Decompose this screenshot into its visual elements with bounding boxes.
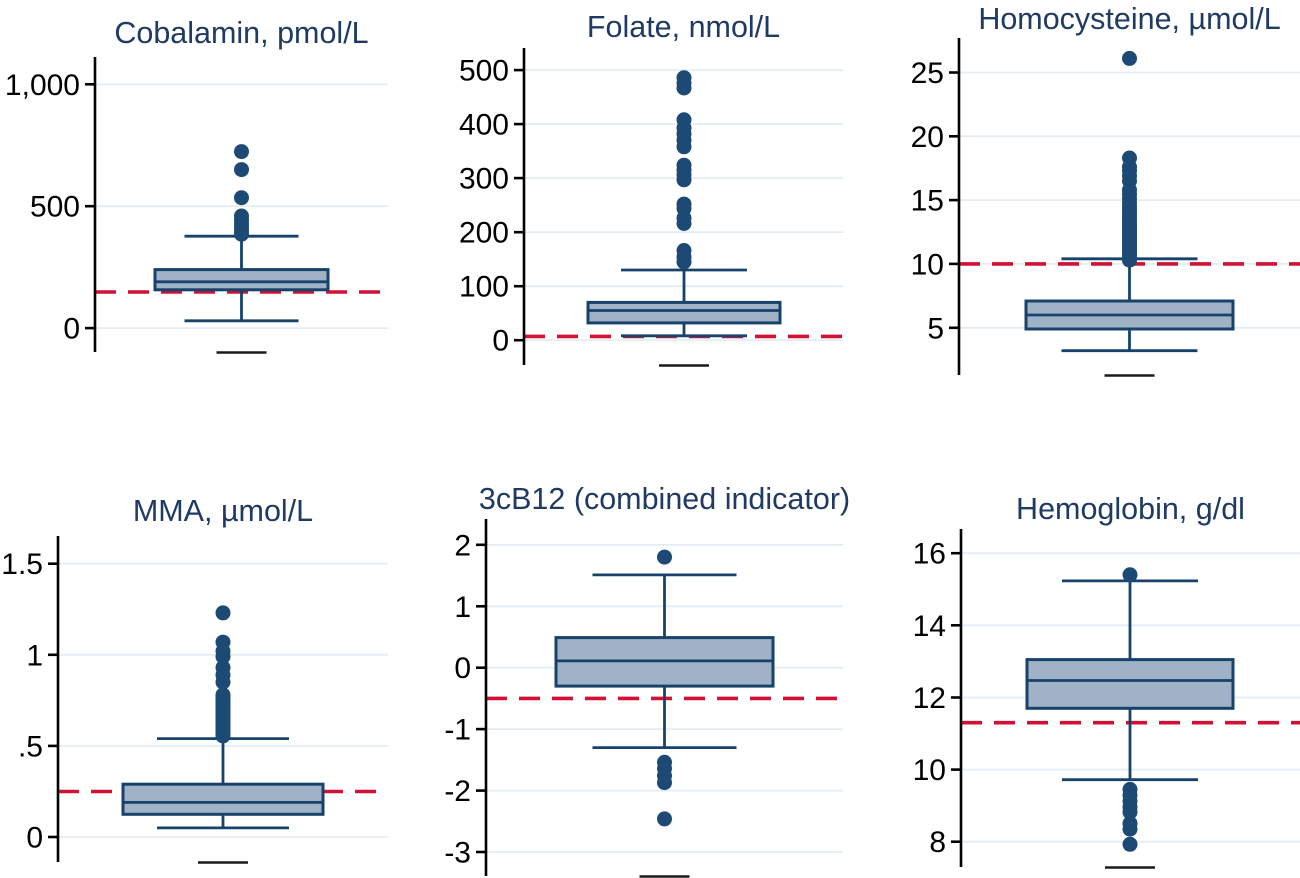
outlier-dot — [657, 549, 672, 565]
outlier-dot — [234, 162, 249, 178]
tick-label: 20 — [911, 121, 944, 154]
tick-label: 2 — [454, 529, 471, 562]
whiskers — [621, 268, 747, 338]
outlier-dots — [657, 549, 672, 827]
tick-label: 25 — [911, 57, 944, 90]
outlier-dot — [676, 70, 692, 86]
tick-label: 5 — [927, 312, 944, 345]
gridlines — [487, 543, 843, 853]
outlier-dot — [215, 687, 231, 703]
panel-3cb12: -3 -2 -1 0 1 2 3cB12 (combined indicator) — [433, 439, 867, 878]
boxplot-svg-hemoglobin: 8 10 12 14 16 Hemoglobin, g/dl — [913, 492, 1300, 869]
outlier-dot — [1122, 821, 1138, 837]
tick-label: 10 — [913, 754, 946, 787]
tick-label: 0 — [492, 325, 509, 358]
panel-homocysteine: 5 10 15 20 25 Homocysteine, µmol/L — [866, 0, 1300, 439]
tick-label: 0 — [26, 822, 43, 855]
outlier-dot — [1122, 567, 1138, 583]
whiskers — [1062, 579, 1198, 782]
outlier-dots — [234, 144, 249, 242]
y-axis-ticks: 0 .5 1 1.5 — [1, 548, 58, 855]
outlier-dot — [676, 196, 692, 212]
outlier-dot — [1122, 150, 1137, 166]
panel-hemoglobin: 8 10 12 14 16 Hemoglobin, g/dl — [866, 439, 1300, 878]
outlier-dot — [676, 157, 692, 173]
outlier-dot — [1122, 836, 1138, 852]
tick-label: 1 — [26, 639, 43, 672]
y-axis-ticks: 8 10 12 14 16 — [913, 538, 961, 859]
tick-label: 0 — [63, 313, 80, 346]
outlier-dot — [234, 208, 249, 224]
boxplot-svg-folate: 0 100 200 300 400 500 Folate, nmol/L — [459, 10, 843, 367]
outlier-dot — [234, 190, 249, 206]
tick-label: 500 — [30, 191, 80, 224]
iqr-box — [586, 300, 782, 325]
outlier-dot — [215, 605, 231, 621]
tick-label: -2 — [444, 775, 471, 808]
panel-title: Cobalamin, pmol/L — [114, 16, 368, 50]
outlier-dot — [676, 112, 692, 128]
tick-label: 1 — [454, 591, 471, 624]
tick-label: 500 — [459, 55, 509, 88]
tick-label: -3 — [444, 837, 471, 870]
tick-label: 1.5 — [1, 548, 43, 581]
tick-label: 14 — [913, 610, 946, 643]
outlier-dots — [1122, 567, 1138, 852]
outlier-dot — [676, 243, 692, 258]
y-axis-ticks: -3 -2 -1 0 1 2 — [444, 529, 486, 870]
tick-label: 0 — [454, 652, 471, 685]
y-axis-ticks: 0 500 1,000 — [5, 69, 95, 346]
whiskers — [157, 737, 289, 830]
tick-label: 200 — [459, 217, 509, 250]
y-axis-ticks: 0 100 200 300 400 500 — [459, 55, 524, 358]
panel-cobalamin: 0 500 1,000 Cobalamin, pmol/L — [0, 0, 434, 439]
outlier-dots — [676, 70, 692, 270]
outlier-dots — [215, 605, 231, 744]
outlier-dot — [215, 634, 231, 650]
tick-label: 16 — [913, 538, 946, 571]
tick-label: .5 — [18, 730, 43, 763]
outlier-dot — [1122, 50, 1137, 66]
boxplot-svg-cobalamin: 0 500 1,000 Cobalamin, pmol/L — [5, 16, 388, 354]
panel-title: Hemoglobin, g/dl — [1016, 492, 1245, 526]
boxplot-svg-homocysteine: 5 10 15 20 25 Homocysteine, µmol/L — [911, 2, 1300, 377]
whiskers — [592, 573, 737, 750]
outlier-dot — [215, 660, 231, 676]
panel-title: MMA, µmol/L — [133, 494, 313, 528]
gridlines — [96, 83, 388, 330]
panel-mma: 0 .5 1 1.5 MMA, µmol/L — [0, 439, 434, 878]
outlier-dot — [1122, 804, 1138, 820]
tick-label: -1 — [444, 714, 471, 747]
iqr-box — [153, 268, 330, 292]
tick-label: 10 — [911, 248, 944, 281]
outlier-dot — [657, 811, 672, 827]
boxplot-svg-mma: 0 .5 1 1.5 MMA, µmol/L — [1, 494, 388, 864]
tick-label: 8 — [929, 826, 946, 859]
panel-title: Folate, nmol/L — [587, 10, 780, 44]
iqr-box — [121, 782, 325, 816]
outlier-dot — [234, 144, 249, 160]
tick-label: 100 — [459, 271, 509, 304]
y-axis-ticks: 5 10 15 20 25 — [911, 57, 959, 345]
tick-label: 15 — [911, 185, 944, 218]
panel-title: 3cB12 (combined indicator) — [479, 482, 850, 516]
panel-title: Homocysteine, µmol/L — [978, 2, 1280, 36]
tick-label: 400 — [459, 109, 509, 142]
tick-label: 300 — [459, 163, 509, 196]
outlier-dots — [1122, 50, 1137, 268]
tick-label: 1,000 — [5, 69, 80, 102]
iqr-box — [1025, 658, 1235, 710]
panel-folate: 0 100 200 300 400 500 Folate, nmol/L — [433, 0, 867, 439]
outlier-dot — [657, 775, 672, 791]
tick-label: 12 — [913, 682, 946, 715]
